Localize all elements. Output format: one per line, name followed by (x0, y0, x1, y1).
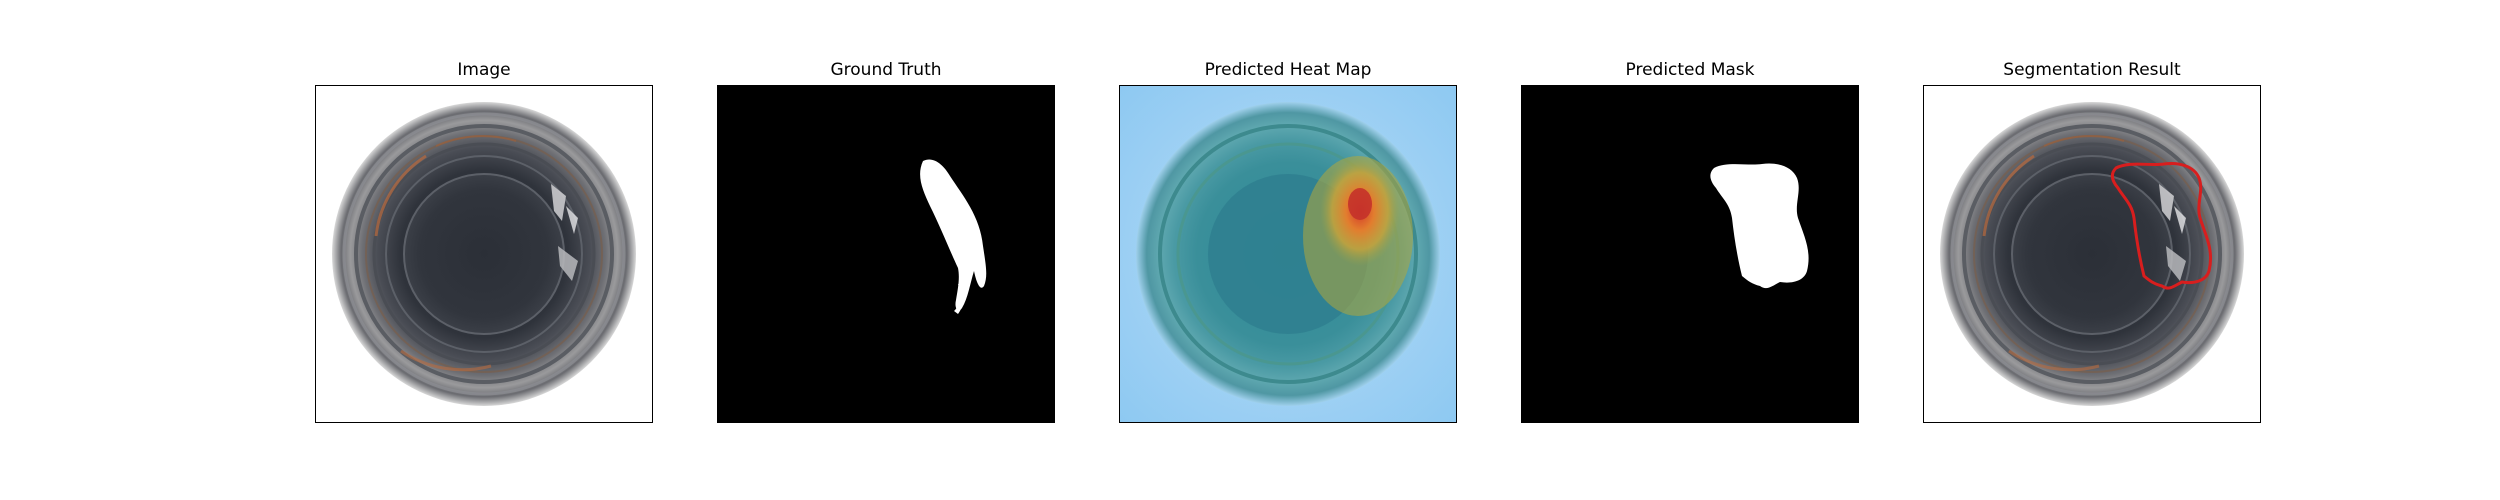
ground-truth-mask (718, 86, 1054, 422)
ground-truth-frame (717, 85, 1055, 423)
panel-title: Predicted Heat Map (1204, 60, 1372, 80)
segmentation-overlay (1924, 86, 2260, 422)
predicted-mask (1522, 86, 1858, 422)
heat-map-frame (1119, 85, 1457, 423)
panel-title: Image (457, 60, 511, 80)
panel-title: Ground Truth (830, 60, 942, 80)
panel-title: Predicted Mask (1625, 60, 1755, 80)
heat-map (1120, 86, 1456, 422)
predicted-mask-frame (1521, 85, 1859, 423)
panel-ground-truth: Ground Truth (717, 0, 1055, 500)
image-frame (315, 85, 653, 423)
segmentation-frame (1923, 85, 2261, 423)
panel-heat-map: Predicted Heat Map (1119, 0, 1457, 500)
panel-predicted-mask: Predicted Mask (1521, 0, 1859, 500)
panel-segmentation-result: Segmentation Result (1923, 0, 2261, 500)
panel-image: Image (315, 0, 653, 500)
panel-title: Segmentation Result (2003, 60, 2181, 80)
bottle-image (316, 86, 652, 422)
segmentation-contour (2110, 162, 2213, 290)
